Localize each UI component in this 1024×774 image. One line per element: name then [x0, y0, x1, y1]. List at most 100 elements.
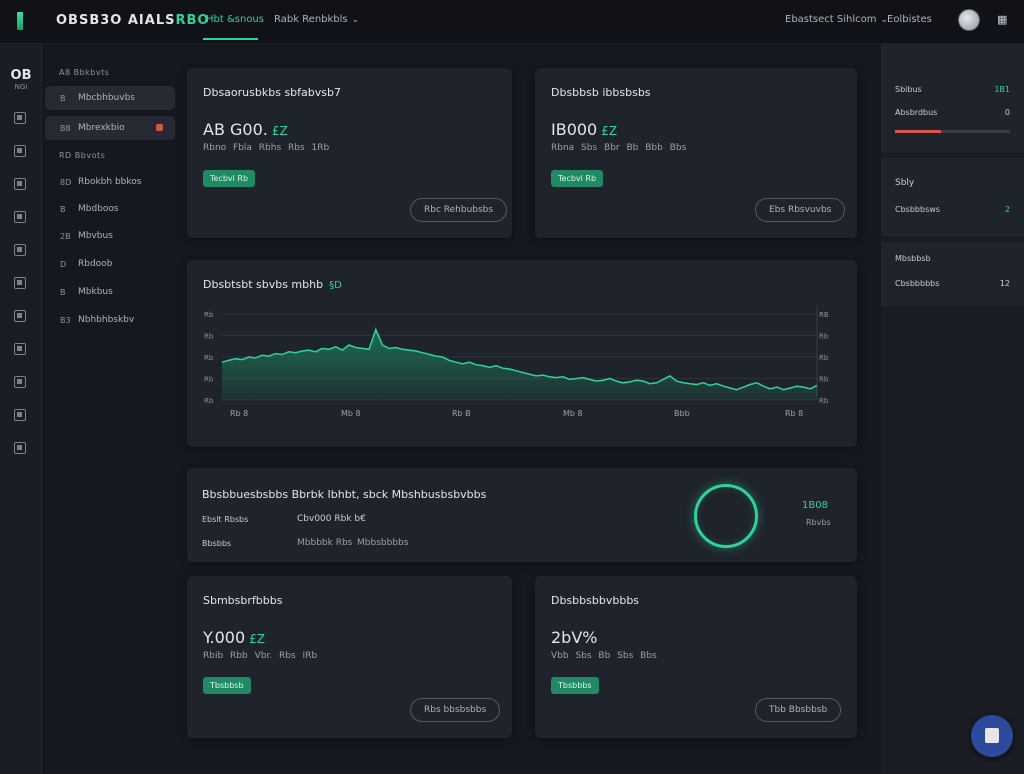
x-tick-label: Mb 8 [563, 409, 583, 418]
rail-nav-icon[interactable] [14, 409, 26, 421]
sidebar-item[interactable]: 8D Rbokbh bbkos [45, 170, 175, 194]
card-subtext: Vbb Sbs Bb Sbs Bbs [551, 651, 657, 661]
rail-nav-icon[interactable] [14, 145, 26, 157]
right-panel-block: Sbly Cbsbbbsws 2 [881, 158, 1024, 238]
summary-row-label: Ebslt Rbsbs [202, 515, 249, 524]
logo-icon[interactable] [17, 12, 23, 30]
metric-card: Sbmbsbrfbbbs Y.000 £Z Rbib Rbb Vbr. Rbs I… [187, 576, 512, 738]
tab-reports-menu[interactable]: Rabk Renbkbls ⌄ [274, 14, 359, 25]
metric-card: Dbsbbsb ibbsbsbs IB000 £Z Rbna Sbs Bbr Bb… [535, 68, 857, 238]
card-value-number: IB000 [551, 120, 598, 139]
ring-subtext: Rbvbs [806, 518, 831, 527]
brand-title: OBSB3O AIALSRBO [56, 13, 210, 28]
card-title: Sbmbsbrfbbbs [203, 594, 283, 607]
sidebar-item-label: Mbvbus [78, 231, 113, 241]
rail-nav-icon[interactable] [14, 178, 26, 190]
sidebar-item[interactable]: B Mbcbhbuvbs [45, 86, 175, 110]
card-title: Dbsbbsbbvbbbs [551, 594, 640, 607]
ring-value: 1B08 [802, 500, 828, 511]
sidebar-item-label: Mbkbus [78, 287, 113, 297]
rail-nav-icon[interactable] [14, 211, 26, 223]
avatar[interactable] [958, 9, 980, 31]
card-value: Y.000 £Z [203, 628, 265, 647]
card-title: Dbsaorusbkbs sbfabvsb7 [203, 86, 341, 99]
sidebar-item[interactable]: D Rbdoob [45, 252, 175, 276]
sidebar-item[interactable]: 2B Mbvbus [45, 224, 175, 248]
summary-row-value: Mbbsbbbbs [357, 538, 409, 548]
tab-reports-label: Rabk Renbkbls [274, 14, 348, 25]
status-badge: Tecbvl Rb [551, 170, 604, 187]
card-action-button[interactable]: Rbc Rehbubsbs [410, 198, 508, 222]
chevron-down-icon: ⌄ [351, 15, 360, 25]
x-tick-label: Bbb [674, 409, 690, 418]
rail-header: OB NGI [0, 68, 42, 91]
area-fill [222, 329, 817, 400]
rail-nav-icon[interactable] [14, 112, 26, 124]
account-menu[interactable]: Ebastsect Sihlcom ⌄ [785, 14, 888, 25]
y-tick-label: Rb [204, 376, 214, 384]
stat-value: 1B1 [994, 85, 1010, 94]
stat-label: Sbibus [895, 85, 922, 94]
sidebar-item-icon: B3 [60, 315, 71, 325]
card-title: Dbsbbsb ibbsbsbs [551, 86, 651, 99]
rail-nav-icon[interactable] [14, 442, 26, 454]
settings-link[interactable]: Eolbistes [887, 14, 932, 25]
sidebar-item-icon: B [60, 204, 66, 214]
stat-label: Cbsbbbsws [895, 205, 940, 214]
grid-icon[interactable]: ▦ [997, 13, 1008, 26]
chart-title-text: Dbsbtsbt sbvbs mbhb [203, 278, 324, 291]
sidebar-item-icon: B [60, 287, 66, 297]
stat-value: 12 [999, 279, 1010, 288]
chat-fab-button[interactable] [971, 715, 1013, 757]
y-tick-label: Rb [204, 397, 214, 405]
card-action-button[interactable]: Ebs Rbsvuvbs [755, 198, 846, 222]
stat-value: 2 [1004, 205, 1010, 214]
stat-label: Absbrdbus [895, 108, 938, 117]
rail-nav-icon[interactable] [14, 376, 26, 388]
card-value-number: AB G00. [203, 120, 268, 139]
sidebar-item-label: Rbokbh bbkos [78, 177, 142, 187]
y-tick-label-right: Rb [819, 376, 829, 384]
rail-nav-icon[interactable] [14, 343, 26, 355]
sidebar-item-label: Mbrexkbio [78, 123, 125, 133]
card-value-accent: £Z [271, 124, 288, 138]
area-chart: Rb RB Rb Rb Rb Rb Rb Rb Rb Rb Rb 8 Mb 8 Rb B Mb 8 Bbb R… [204, 306, 829, 418]
block-title: Mbsbbsb [895, 254, 931, 263]
card-action-button[interactable]: Rbs bbsbsbbs [410, 698, 501, 722]
top-bar: OBSB3O AIALSRBO Hbt &snous Rabk Renbkbls… [0, 0, 1024, 44]
sidebar-item[interactable]: B Mbdboos [45, 197, 175, 221]
sidebar-item[interactable]: B8 Mbrexkbio [45, 116, 175, 140]
sidebar-item-label: Mbcbhbuvbs [78, 93, 135, 103]
stat-label: Cbsbbbbbs [895, 279, 940, 288]
card-value: 2bV% [551, 628, 598, 647]
stat-value: 0 [1004, 108, 1010, 117]
chevron-down-icon: ⌄ [880, 15, 889, 25]
card-value-accent: £Z [601, 124, 618, 138]
card-action-button[interactable]: Tbb Bbsbbsb [755, 698, 842, 722]
rail-nav-icon[interactable] [14, 244, 26, 256]
chart-title-accent: §D [329, 280, 342, 291]
block-title: Sbly [895, 178, 915, 188]
y-tick-label-right: Rb [819, 397, 829, 405]
chart-card: Dbsbtsbt sbvbs mbhb §D Rb RB Rb Rb Rb Rb Rb Rb Rb… [187, 260, 857, 447]
metric-card: Dbsaorusbkbs sbfabvsb7 AB G00. £Z Rbno Fb… [187, 68, 512, 238]
icon-rail: OB NGI [0, 44, 42, 774]
sidebar-section-title: RD Bbvots [59, 151, 106, 160]
sidebar-item[interactable]: B Mbkbus [45, 280, 175, 304]
tab-home[interactable]: Hbt &snous [206, 14, 264, 25]
rail-nav-icon[interactable] [14, 277, 26, 289]
card-subtext: Rbno Fbla Rbhs Rbs 1Rb [203, 143, 330, 153]
x-tick-label: Mb 8 [341, 409, 361, 418]
y-tick-label: Rb [204, 354, 214, 362]
sidebar-item-icon: B8 [60, 123, 71, 133]
x-tick-label: Rb B [452, 409, 471, 418]
sidebar-item[interactable]: B3 Nbhbhbskbv [45, 308, 175, 332]
y-tick-label: Rb [204, 333, 214, 341]
rail-nav-icon[interactable] [14, 310, 26, 322]
x-tick-label: Rb 8 [230, 409, 248, 418]
sidebar-item-label: Rbdoob [78, 259, 113, 269]
sidebar-section-title: A8 Bbkbvts [59, 68, 110, 77]
status-badge: Tecbvl Rb [203, 170, 256, 187]
sidebar: A8 Bbkbvts B Mbcbhbuvbs B8 Mbrexkbio RD … [42, 44, 180, 774]
series-line [221, 327, 818, 391]
